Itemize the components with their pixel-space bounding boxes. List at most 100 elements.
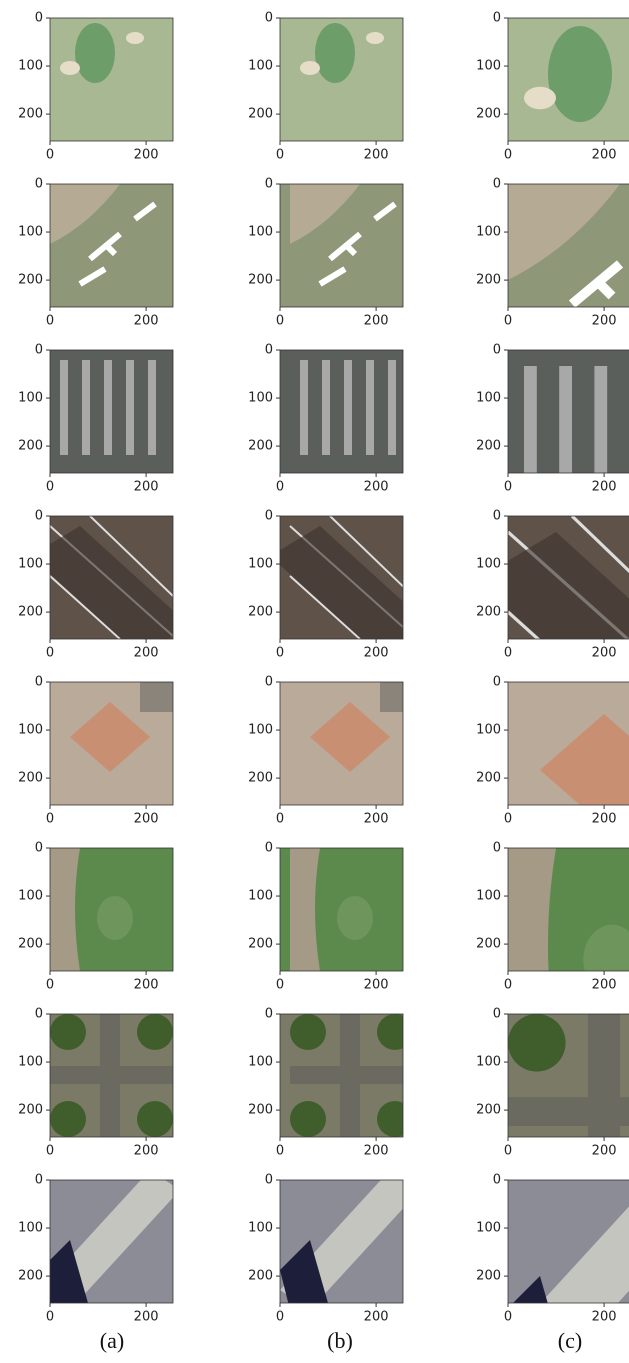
- y-tick-label: 100: [18, 889, 43, 904]
- y-tick-label: 200: [18, 439, 43, 454]
- scene-shape: [60, 360, 68, 455]
- y-tick-label: 0: [265, 509, 273, 524]
- image: [280, 350, 403, 473]
- y-tick-label: 100: [248, 59, 273, 74]
- y-tick-label: 0: [265, 11, 273, 26]
- x-tick-label: 200: [592, 314, 617, 329]
- y-tick-label: 200: [476, 107, 501, 122]
- y-tick-label: 100: [476, 889, 501, 904]
- y-tick-label: 200: [476, 273, 501, 288]
- panel: 01002000200: [248, 841, 403, 993]
- x-tick-label: 0: [504, 480, 512, 495]
- y-tick-label: 0: [493, 343, 501, 358]
- x-tick-label: 200: [134, 480, 159, 495]
- image: [50, 350, 173, 473]
- x-tick-label: 0: [46, 480, 54, 495]
- y-tick-label: 0: [35, 675, 43, 690]
- x-tick-label: 0: [276, 646, 284, 661]
- y-tick-label: 0: [493, 177, 501, 192]
- scene-shape: [548, 26, 612, 122]
- y-tick-label: 100: [248, 1055, 273, 1070]
- y-tick-label: 0: [35, 177, 43, 192]
- y-tick-label: 100: [476, 1055, 501, 1070]
- y-tick-label: 200: [18, 605, 43, 620]
- x-tick-label: 200: [364, 314, 389, 329]
- y-tick-label: 100: [248, 391, 273, 406]
- x-tick-label: 200: [134, 646, 159, 661]
- figure: 0 100 200 0 200 0 100 200 0 200 0 100 200 0 200 0 100 200…: [0, 0, 629, 1363]
- x-tick-label: 200: [592, 148, 617, 163]
- image: [280, 18, 403, 141]
- scene-shape: [559, 366, 572, 518]
- scene-shape: [377, 1014, 413, 1050]
- y-tick-label: 100: [248, 723, 273, 738]
- y-tick-label: 200: [476, 1103, 501, 1118]
- image: [280, 848, 403, 971]
- x-tick-label: 0: [46, 978, 54, 993]
- y-tick-label: 100: [248, 889, 273, 904]
- x-tick-label: 0: [276, 480, 284, 495]
- x-tick-label: 200: [134, 148, 159, 163]
- y-tick-label: 0: [493, 675, 501, 690]
- y-tick-label: 200: [18, 1103, 43, 1118]
- x-tick-label: 0: [276, 1310, 284, 1325]
- panel: 01002000200: [476, 177, 629, 345]
- y-tick-label: 0: [265, 675, 273, 690]
- y-tick-label: 200: [476, 771, 501, 786]
- scene-shape: [137, 1101, 173, 1137]
- y-tick-label: 200: [18, 1269, 43, 1284]
- image: [50, 18, 173, 141]
- x-tick-label: 200: [592, 480, 617, 495]
- x-tick-label: 0: [504, 812, 512, 827]
- panel: 01002000200: [18, 177, 173, 329]
- y-tick-label: 200: [18, 771, 43, 786]
- y-tick-label: 0: [493, 1173, 501, 1188]
- x-tick-label: 200: [134, 314, 159, 329]
- scene-shape: [322, 360, 330, 455]
- image: [50, 682, 173, 805]
- scene-shape: [344, 360, 352, 455]
- image: [508, 682, 629, 826]
- y-tick-label: 200: [248, 273, 273, 288]
- y-tick-label: 200: [248, 1269, 273, 1284]
- y-tick-label: 200: [248, 1103, 273, 1118]
- scene-shape: [524, 366, 537, 518]
- x-tick-label: 200: [364, 812, 389, 827]
- x-tick-label: 200: [134, 978, 159, 993]
- scene-shape: [508, 1097, 629, 1126]
- scene-shape: [82, 360, 90, 455]
- x-tick-label: 0: [276, 1144, 284, 1159]
- y-tick-label: 0: [493, 11, 501, 26]
- x-tick-label: 0: [46, 1310, 54, 1325]
- x-tick-label: 0: [276, 314, 284, 329]
- scene-shape: [50, 1066, 173, 1084]
- scene-shape: [388, 360, 396, 455]
- scene-shape: [300, 360, 308, 455]
- y-tick-label: 100: [18, 225, 43, 240]
- x-tick-label: 200: [364, 148, 389, 163]
- y-tick-label: 0: [35, 343, 43, 358]
- x-tick-label: 200: [364, 1310, 389, 1325]
- scene-shape: [524, 87, 556, 109]
- scene-shape: [508, 1014, 566, 1072]
- x-tick-label: 200: [134, 1144, 159, 1159]
- y-tick-label: 0: [265, 1173, 273, 1188]
- y-tick-label: 100: [18, 557, 43, 572]
- panel: 0 100 200 0 200: [248, 1170, 420, 1325]
- y-tick-label: 0: [35, 841, 43, 856]
- scene-shape: [126, 360, 134, 455]
- scene-shape: [594, 366, 607, 518]
- column-caption: (a): [100, 1328, 124, 1353]
- y-tick-label: 200: [476, 937, 501, 952]
- y-tick-label: 200: [248, 771, 273, 786]
- y-tick-label: 100: [248, 1221, 273, 1236]
- panel: 01002000200: [18, 675, 173, 827]
- x-tick-label: 0: [46, 812, 54, 827]
- image: [280, 1014, 413, 1137]
- y-tick-label: 200: [476, 439, 501, 454]
